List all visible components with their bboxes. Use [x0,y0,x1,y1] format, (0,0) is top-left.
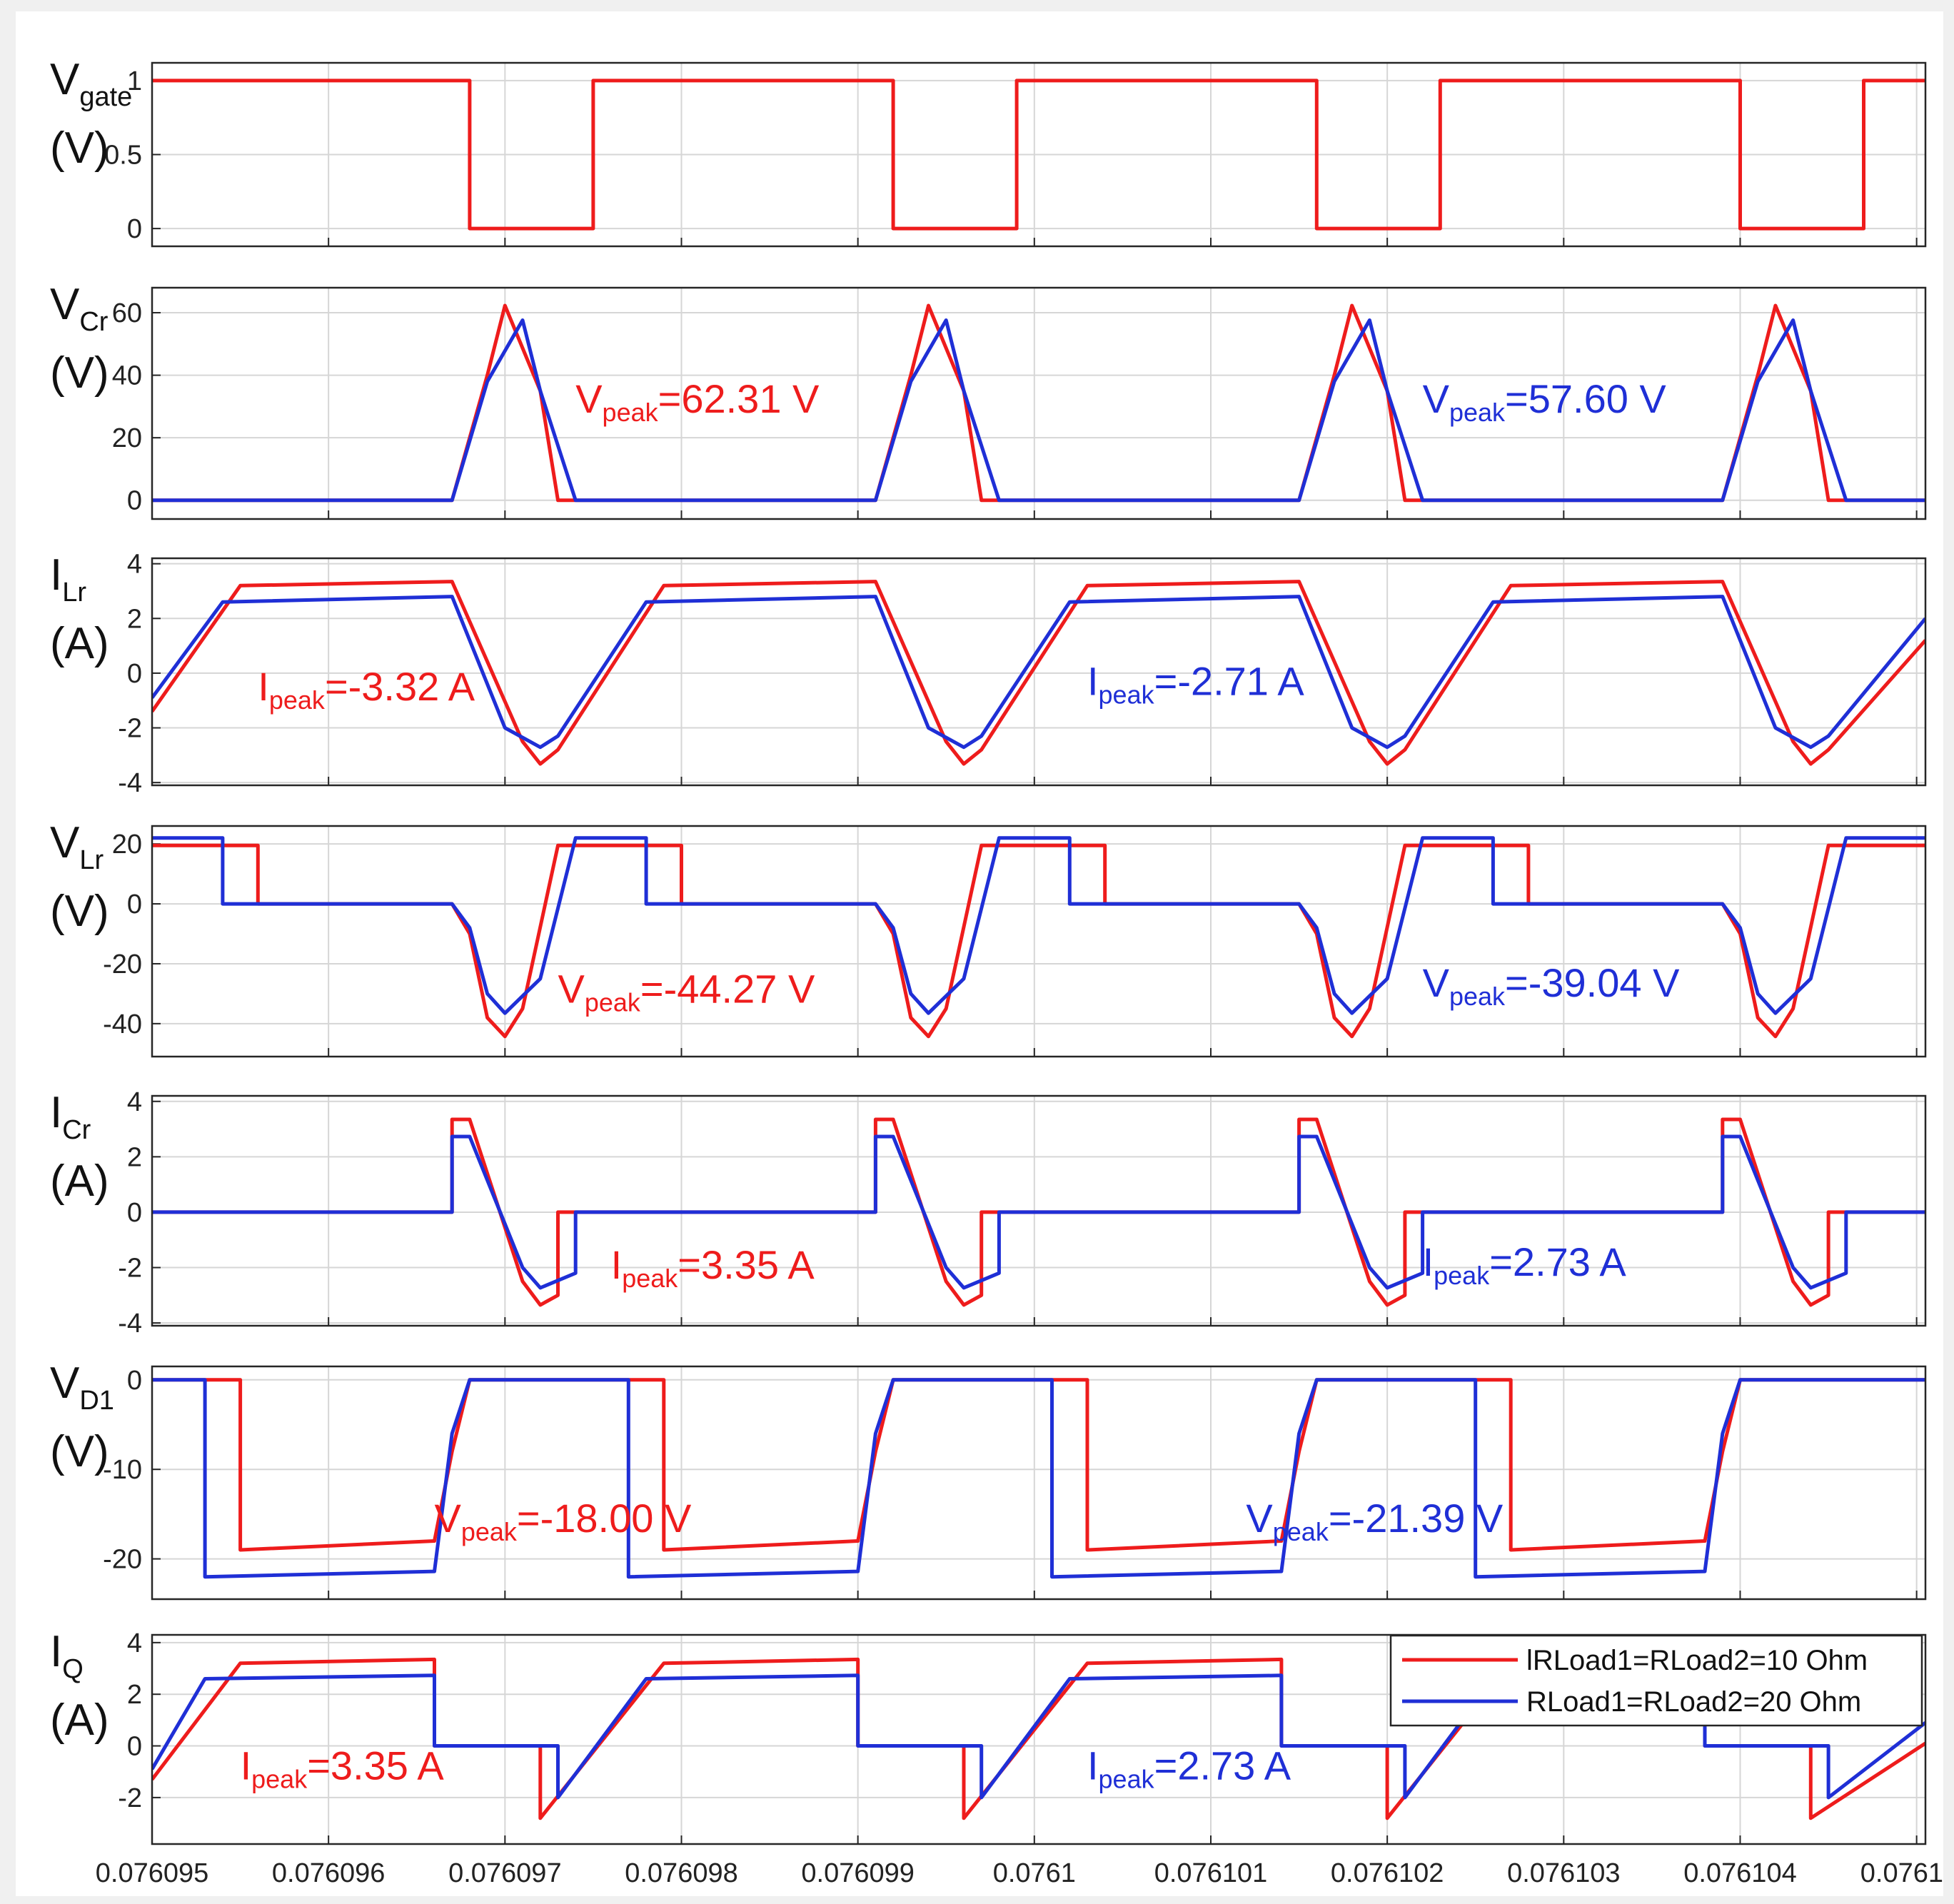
peak-annotation-red: Vpeak=62.31 V [575,376,820,427]
ylabel-unit-icr: (A) [50,1157,109,1206]
ylabel-vgate: Vgate [50,55,132,112]
panel-frame [151,286,1927,520]
ytick-label: 0 [127,659,142,689]
series-line-blue [152,836,1925,1015]
ylabel-unit-vgate: (V) [50,124,109,173]
xtick-label: 0.076101 [1154,1858,1268,1888]
peak-annotation-blue: Vpeak=-39.04 V [1423,960,1680,1011]
ytick-label: -2 [118,1254,142,1284]
ytick-label: 20 [112,830,142,860]
panel-frame [151,1365,1927,1601]
peak-annotation-red: Ipeak=3.35 A [241,1743,445,1794]
ytick-label: 2 [127,1680,142,1710]
panel-icr: -4 -2 0 2 4 ICr (A) Ipeak=3.35 A Ipeak=2.73 A [50,1087,1927,1339]
panel-vd1: -20 -10 0 VD1 (V) Vpeak=-18.00 V Vpeak=-21.39 … [50,1359,1927,1601]
ytick-label: 4 [127,550,142,580]
ylabel-unit-iq: (A) [50,1696,109,1745]
peak-annotation-red: Vpeak=-44.27 V [558,966,815,1017]
xtick-label: 0.076102 [1331,1858,1444,1888]
ytick-label: 4 [127,1628,142,1658]
panel-vlr: -40 -20 0 20 VLr (V) Vpeak=-44.27 V Vpeak=-39.0… [50,818,1927,1058]
ytick-label: 0 [127,890,142,920]
ytick-label: 60 [112,298,142,328]
ytick-label: -40 [103,1009,142,1039]
panel-frame [151,825,1927,1058]
ylabel-vlr: VLr [50,818,104,875]
xtick-label: 0.076095 [96,1858,209,1888]
peak-annotation-blue: Ipeak=2.73 A [1423,1239,1627,1290]
ylabel-vd1: VD1 [50,1359,114,1416]
panel-vd1-area [152,1366,1925,1599]
xtick-label: 0.076098 [625,1858,738,1888]
ytick-label: 0 [127,486,142,516]
ytick-label: 4 [127,1087,142,1117]
peak-annotation-blue: Ipeak=-2.71 A [1087,659,1304,710]
peak-annotation-blue: Vpeak=57.60 V [1423,376,1667,427]
series-line-blue [152,1134,1925,1290]
ytick-label: 0 [127,1366,142,1396]
series-line-red [152,79,1925,231]
ytick-label: 2 [127,604,142,634]
panel-vcr-area [152,288,1925,519]
xtick-label: 0.076096 [272,1858,386,1888]
ylabel-unit-vlr: (V) [50,887,109,936]
xtick-label: 0.0761 [993,1858,1076,1888]
legend-entry-label: lRLoad1=RLoad2=10 Ohm [1526,1645,1868,1676]
panel-ilr: -4 -2 0 2 4 ILr (A) Ipeak=-3.32 A Ipeak=-2.71 A [50,550,1927,798]
x-axis: 0.076095 0.076096 0.076097 0.076098 0.076099… [96,1858,1943,1888]
legend: lRLoad1=RLoad2=10 Ohm RLoad1=RLoad2=20 Oh… [1389,1634,1923,1727]
ytick-label: 0 [127,214,142,244]
panel-frame [151,1633,1927,1845]
ytick-label: 0 [127,1732,142,1762]
ylabel-unit-vd1: (V) [50,1427,109,1476]
series-line-blue [152,318,1925,503]
series-line-blue [152,595,1925,750]
series-line-blue [152,1378,1925,1579]
ytick-label: 2 [127,1142,142,1172]
xtick-label: 0.076103 [1507,1858,1621,1888]
xtick-label: 0.0761 [1860,1858,1943,1888]
panel-frame [151,61,1927,248]
peak-annotation-red: Ipeak=3.35 A [611,1242,815,1293]
series-line-red [152,580,1925,766]
ytick-label: 0.5 [104,141,142,171]
ylabel-unit-vcr: (V) [50,348,109,398]
xtick-label: 0.076099 [801,1858,915,1888]
ytick-label: -20 [103,950,142,979]
ytick-label: -4 [118,768,142,798]
xtick-label: 0.076097 [448,1858,562,1888]
peak-annotation-blue: Ipeak=2.73 A [1087,1743,1291,1794]
ytick-label: 40 [112,361,142,391]
ytick-label: -20 [103,1545,142,1575]
peak-annotation-blue: Vpeak=-21.39 V [1246,1496,1503,1546]
ylabel-ilr: ILr [50,550,86,608]
peak-annotation-red: Ipeak=-3.32 A [258,664,475,715]
ytick-label: 20 [112,423,142,453]
peak-annotation-red: Vpeak=-18.00 V [434,1496,691,1546]
ytick-label: -10 [103,1455,142,1485]
ytick-label: 0 [127,1198,142,1228]
ylabel-icr: ICr [50,1088,91,1145]
ytick-label: -4 [118,1309,142,1339]
ytick-label: -2 [118,714,142,744]
panel-frame [151,1094,1927,1327]
ytick-label: 1 [127,66,142,96]
ytick-label: -2 [118,1783,142,1813]
panel-vlr-area [152,826,1925,1057]
legend-entry-label: RLoad1=RLoad2=20 Ohm [1526,1686,1861,1718]
panel-frame [151,557,1927,787]
ylabel-unit-ilr: (A) [50,619,109,668]
legend-box [1389,1634,1923,1727]
ylabel-iq: IQ [50,1627,84,1684]
ylabel-vcr: VCr [50,280,109,337]
xtick-label: 0.076104 [1683,1858,1797,1888]
